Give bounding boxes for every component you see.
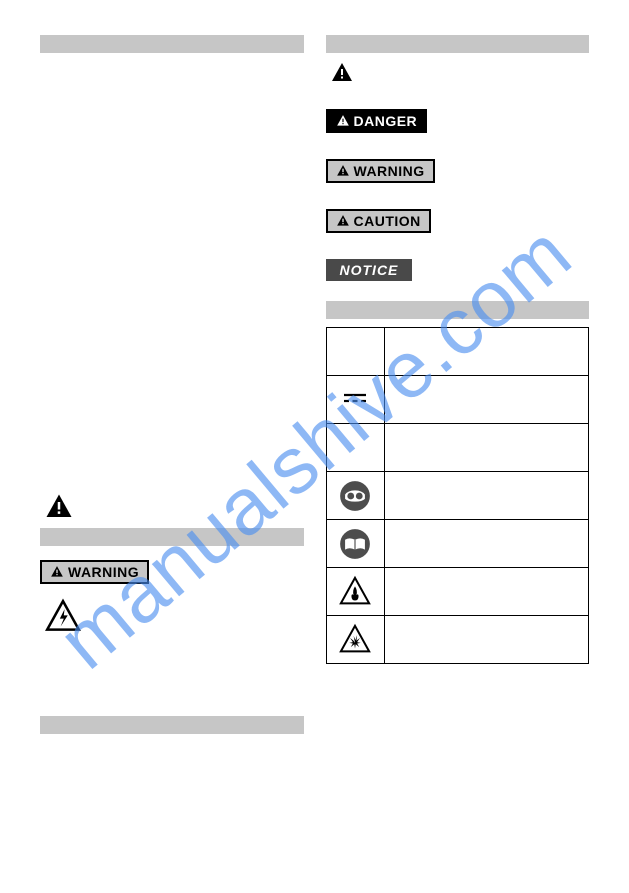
warning-triangle-icon <box>336 114 350 128</box>
caution-row: CAUTION <box>326 203 590 243</box>
notice-signal: NOTICE <box>326 259 413 281</box>
read-manual-icon <box>338 527 372 561</box>
table-row <box>326 328 589 376</box>
notice-label-text: NOTICE <box>340 262 399 278</box>
table-row <box>326 568 589 616</box>
table-row <box>326 424 589 472</box>
explosion-hazard-icon <box>336 623 374 657</box>
warning-triangle-icon <box>336 214 350 228</box>
left-spacer-2 <box>40 646 304 716</box>
symbol-desc <box>384 568 589 616</box>
warning-row: WARNING <box>326 153 590 193</box>
symbol-cell-eye <box>326 472 384 520</box>
caution-label-text: CAUTION <box>354 213 421 229</box>
danger-label-text: DANGER <box>354 113 418 129</box>
left-section-bar-3 <box>40 716 304 734</box>
warning-label-text-r: WARNING <box>354 163 425 179</box>
symbol-desc <box>384 472 589 520</box>
symbol-cell-manual <box>326 520 384 568</box>
caution-signal: CAUTION <box>326 209 431 233</box>
table-row <box>326 472 589 520</box>
warning-triangle-icon <box>328 61 356 85</box>
warning-triangle-icon <box>336 164 350 178</box>
symbol-desc <box>384 616 589 664</box>
table-row <box>326 376 589 424</box>
symbol-desc <box>384 520 589 568</box>
symbol-cell-volts <box>326 328 384 376</box>
left-section-bar-1 <box>40 35 304 53</box>
left-spacer-1 <box>40 61 304 486</box>
symbol-cell-fire <box>326 568 384 616</box>
danger-row: DANGER <box>326 103 590 143</box>
symbol-desc <box>384 376 589 424</box>
right-section-bar-1 <box>326 35 590 53</box>
warning-signal-left: WARNING <box>40 560 149 584</box>
electric-shock-icon <box>42 598 84 636</box>
symbol-cell-noload <box>326 424 384 472</box>
right-section-bar-2 <box>326 301 590 319</box>
dc-icon <box>331 391 380 409</box>
symbol-desc <box>384 328 589 376</box>
table-row <box>326 520 589 568</box>
safety-alert-block <box>42 492 304 522</box>
page-root: WARNING <box>0 0 629 893</box>
warning-signal-right: WARNING <box>326 159 435 183</box>
safety-alert-right <box>328 61 590 85</box>
table-row <box>326 616 589 664</box>
left-column: WARNING <box>40 35 304 858</box>
danger-signal: DANGER <box>326 109 428 133</box>
symbol-cell-burst <box>326 616 384 664</box>
eye-protection-icon <box>338 479 372 513</box>
symbol-desc <box>384 424 589 472</box>
fire-hazard-icon <box>336 575 374 609</box>
symbols-table <box>326 327 590 664</box>
warning-triangle-icon <box>50 565 64 579</box>
warning-label-text: WARNING <box>68 564 139 580</box>
symbol-cell-dc <box>326 376 384 424</box>
warning-triangle-icon <box>42 492 76 522</box>
left-section-bar-2 <box>40 528 304 546</box>
shock-hazard-block <box>42 598 304 636</box>
notice-row: NOTICE <box>326 253 590 291</box>
right-column: DANGER WARNING CAUTION <box>326 35 590 858</box>
